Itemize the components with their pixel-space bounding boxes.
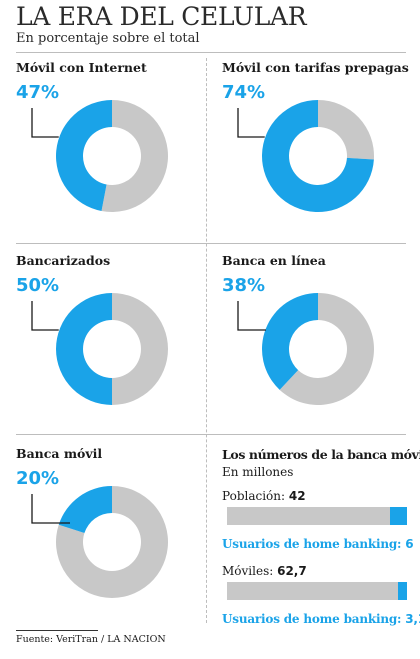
donut-leader-line — [31, 494, 70, 524]
divider-row-2 — [16, 434, 406, 435]
donut-chart-banca-en-linea — [237, 293, 374, 405]
donut-title: Móvil con tarifas prepagas — [222, 60, 409, 75]
donut-title: Banca en línea — [222, 253, 326, 268]
donut-slice-remainder — [318, 100, 374, 160]
donut-percent-label: 38% — [222, 275, 266, 296]
donut-chart-movil-internet — [31, 100, 168, 212]
donut-card-bancarizados: Bancarizados 50% — [16, 253, 216, 443]
donut-title: Móvil con Internet — [16, 60, 147, 75]
donut-slice-value — [262, 100, 374, 213]
donut-slice-remainder — [279, 293, 374, 405]
source-note: Fuente: VeriTran / LA NACION — [16, 634, 166, 645]
divider-top — [16, 52, 406, 53]
donut-percent-label: 50% — [16, 275, 60, 296]
donut-slice-value — [58, 486, 112, 534]
donut-leader-line — [237, 301, 266, 331]
donut-chart-bancarizados — [31, 293, 168, 405]
source-divider — [16, 630, 98, 631]
page-title: LA ERA DEL CELULAR — [16, 2, 307, 31]
divider-vertical — [206, 58, 207, 623]
bank-panel-title: Los números de la banca móvil — [222, 447, 420, 462]
bar-sublabel-home-banking: Usuarios de home banking: 6 — [222, 537, 414, 551]
donut-title: Bancarizados — [16, 253, 111, 268]
bar-sublabel-home-banking: Usuarios de home banking: 3,1 — [222, 612, 420, 626]
donut-leader-line — [31, 108, 59, 138]
bar-part-home-banking — [389, 507, 407, 525]
page-subtitle: En porcentaje sobre el total — [16, 31, 200, 46]
bar-total-poblacion — [227, 507, 407, 525]
bar-label-poblacion: Población: 42 — [222, 489, 306, 503]
donut-card-movil-internet: Móvil con Internet 47% — [16, 60, 216, 250]
donut-leader-line — [31, 301, 59, 331]
donut-percent-label: 20% — [16, 468, 60, 489]
bar-label-moviles: Móviles: 62,7 — [222, 564, 307, 578]
donut-slice-remainder — [112, 293, 168, 405]
bar-moviles — [227, 582, 407, 600]
donut-chart-tarifas-prepagas — [237, 100, 374, 213]
donut-card-banca-movil: Banca móvil 20% — [16, 446, 216, 636]
divider-row-1 — [16, 243, 406, 244]
donut-slice-value — [56, 293, 112, 405]
bar-part-home-banking — [398, 582, 407, 600]
donut-slice-value — [262, 293, 318, 390]
donut-slice-remainder — [101, 100, 168, 212]
donut-percent-label: 47% — [16, 82, 60, 103]
bank-panel-subtitle: En millones — [222, 465, 294, 479]
donut-percent-label: 74% — [222, 82, 266, 103]
bar-total-moviles — [227, 582, 407, 600]
donut-slice-value — [55, 100, 112, 212]
donut-title: Banca móvil — [16, 446, 103, 461]
donut-slice-remainder — [56, 486, 169, 598]
donut-chart-banca-movil — [31, 486, 169, 598]
bar-poblacion — [227, 507, 407, 525]
donut-card-tarifas-prepagas: Móvil con tarifas prepagas 74% — [222, 60, 420, 250]
donut-leader-line — [237, 108, 265, 138]
donut-card-banca-en-linea: Banca en línea 38% — [222, 253, 420, 443]
